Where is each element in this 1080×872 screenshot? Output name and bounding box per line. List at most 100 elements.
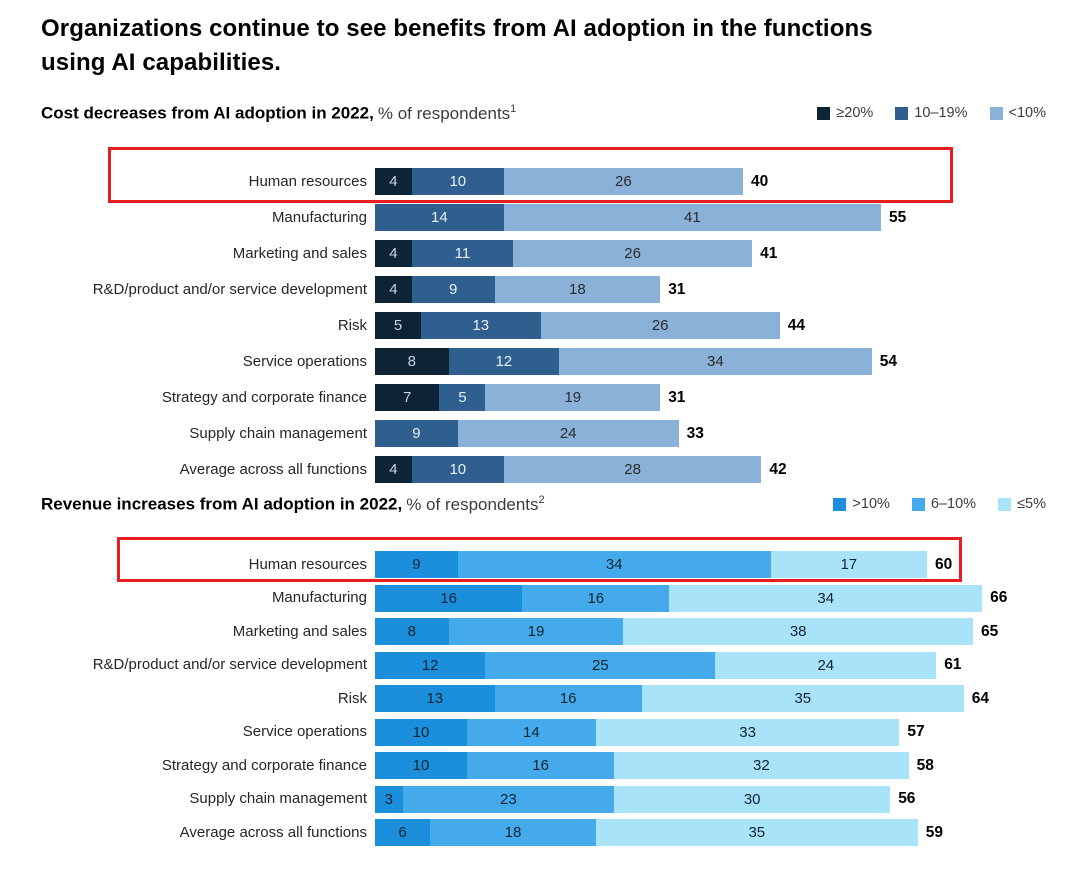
bar-segment: 33 <box>595 718 900 746</box>
revenue-chart-header: Revenue increases from AI adoption in 20… <box>41 494 1046 515</box>
revenue-chart-subtitle: % of respondents <box>406 494 539 514</box>
legend-item: <10% <box>989 105 1046 121</box>
bar-row: Supply chain management 3 23 30 56 <box>40 785 1050 813</box>
legend-swatch <box>833 497 847 511</box>
bar-segment: 8 <box>375 618 449 645</box>
category-label: Supply chain management <box>189 424 367 442</box>
bar-segment: 9 <box>375 420 458 447</box>
legend-item: 10–19% <box>895 105 968 121</box>
bar-segment: 34 <box>669 584 983 612</box>
bar-total: 65 <box>980 622 999 640</box>
stacked-bar: 12 25 24 <box>375 651 937 679</box>
bar-segment: 38 <box>623 618 973 645</box>
bar-segment: 18 <box>430 819 596 846</box>
bar-segment: 24 <box>457 420 679 447</box>
stacked-bar: 3 23 30 <box>375 785 891 813</box>
stacked-bar: 4 11 26 <box>375 240 753 267</box>
bar-segment: 32 <box>614 752 909 779</box>
category-label: Strategy and corporate finance <box>161 756 367 774</box>
revenue-chart-rows: Human resources 9 34 17 60 Manufacturing 16 16 3… <box>40 537 1050 853</box>
legend-label: ≥20% <box>836 105 874 122</box>
legend-label: >10% <box>852 496 890 513</box>
bar-row: Strategy and corporate finance 10 16 32 58 <box>40 752 1050 779</box>
bar-segment: 12 <box>448 348 559 375</box>
bar-total: 58 <box>916 756 934 774</box>
bar-segment: 26 <box>512 240 753 267</box>
bar-segment: 30 <box>614 785 891 813</box>
stacked-bar: 8 19 38 <box>375 618 973 645</box>
bar-segment: 18 <box>494 276 661 303</box>
bar-total: 59 <box>925 823 944 841</box>
bar-segment: 10 <box>411 168 504 195</box>
bar-segment: 28 <box>503 456 762 483</box>
stacked-bar: 6 18 35 <box>375 819 918 846</box>
category-label: Risk <box>337 316 367 334</box>
bar-segment: 16 <box>375 584 523 612</box>
stacked-bar: 4 10 26 <box>375 168 743 195</box>
bar-segment: 6 <box>375 819 431 846</box>
bar-total: 44 <box>787 316 806 334</box>
bar-segment: 26 <box>540 312 780 339</box>
stacked-bar: 5 13 26 <box>375 312 780 339</box>
bar-segment: 9 <box>375 551 458 578</box>
bar-row: Strategy and corporate finance 7 5 19 31 <box>40 384 1050 411</box>
legend-swatch <box>817 106 831 120</box>
category-label: Risk <box>337 689 367 707</box>
category-label: Service operations <box>242 352 367 370</box>
stacked-bar: 9 24 <box>375 420 679 447</box>
bar-segment: 9 <box>411 276 495 303</box>
bar-row: Service operations 8 12 34 54 <box>40 348 1050 375</box>
bar-segment: 11 <box>411 240 513 267</box>
bar-segment: 10 <box>375 752 467 779</box>
stacked-bar: 10 16 32 <box>375 752 909 779</box>
bar-segment: 10 <box>411 456 504 483</box>
stacked-bar: 13 16 35 <box>375 685 964 712</box>
legend-item: >10% <box>833 496 890 512</box>
cost-chart-rows: Human resources 4 10 26 40 Manufacturing 14 41 5… <box>40 147 1050 492</box>
bar-segment: 16 <box>494 685 642 712</box>
legend-swatch <box>998 497 1012 511</box>
cost-chart-subtitle: % of respondents <box>377 103 511 123</box>
category-label: Supply chain management <box>189 790 367 807</box>
category-label: Manufacturing <box>271 208 367 226</box>
bar-segment: 13 <box>375 685 495 712</box>
bar-row: Manufacturing 16 16 34 66 <box>40 584 1050 612</box>
category-label: Average across all functions <box>179 823 367 841</box>
category-label: Marketing and sales <box>232 244 367 262</box>
bar-row: Human resources 9 34 17 60 <box>40 537 1050 582</box>
bar-segment: 16 <box>467 752 615 779</box>
cost-chart-legend: ≥20% 10–19% <10% <box>817 105 1046 121</box>
stacked-bar: 16 16 34 <box>375 584 983 612</box>
bar-segment: 5 <box>375 312 421 339</box>
category-label: Human resources <box>248 172 367 190</box>
bar-segment: 23 <box>402 785 615 813</box>
bar-row: Average across all functions 6 18 35 59 <box>40 819 1050 846</box>
bar-segment: 34 <box>558 348 872 375</box>
legend-swatch <box>911 497 925 511</box>
bar-segment: 25 <box>485 651 716 679</box>
cost-chart-header: Cost decreases from AI adoption in 2022,… <box>41 103 1046 124</box>
bar-total: 41 <box>760 244 778 262</box>
cost-chart-footnote-mark: 1 <box>510 103 517 115</box>
bar-segment: 7 <box>375 384 440 411</box>
bar-segment: 5 <box>439 384 486 411</box>
revenue-chart-title-bold: Revenue increases from AI adoption in 20… <box>41 494 403 514</box>
bar-row: Marketing and sales 4 11 26 41 <box>40 240 1050 267</box>
bar-total: 64 <box>971 689 990 707</box>
legend-label: ≤5% <box>1017 496 1046 513</box>
bar-total: 33 <box>686 424 704 442</box>
bar-row: Risk 13 16 35 64 <box>40 685 1050 712</box>
legend-item: ≥20% <box>817 105 873 121</box>
bar-segment: 26 <box>503 168 743 195</box>
bar-total: 54 <box>879 352 898 370</box>
bar-segment: 10 <box>375 718 467 746</box>
legend-swatch <box>895 106 909 120</box>
bar-total: 31 <box>668 280 686 298</box>
revenue-chart-footnote-mark: 2 <box>538 494 545 506</box>
bar-row: Marketing and sales 8 19 38 65 <box>40 618 1050 645</box>
category-label: Average across all functions <box>179 460 367 478</box>
bar-row: Average across all functions 4 10 28 42 <box>40 456 1050 483</box>
category-label: Human resources <box>248 555 367 573</box>
bar-row: R&D/product and/or service development 4 9… <box>40 276 1050 303</box>
